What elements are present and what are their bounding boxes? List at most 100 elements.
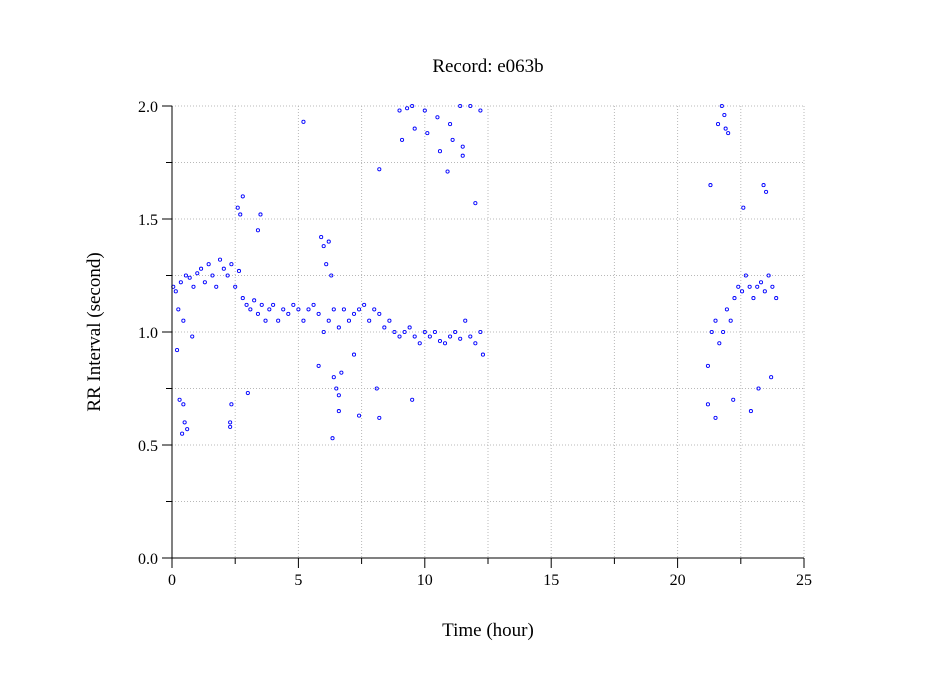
data-point [175,348,180,353]
data-point [713,415,718,420]
data-point [339,370,344,375]
data-point [301,318,306,323]
data-point [351,352,357,357]
data-point [460,153,465,158]
data-point [255,311,261,316]
data-point [407,325,412,330]
data-point [229,402,234,407]
data-point [412,334,417,339]
data-point [286,311,291,316]
data-point [723,126,728,131]
data-point [324,262,329,267]
data-point [336,393,341,398]
data-point [719,103,724,109]
data-point [437,338,443,344]
data-point [478,329,483,335]
data-point [248,307,253,312]
x-axis-label: Time (hour) [442,620,534,641]
data-point [717,341,722,346]
data-point [329,273,334,278]
data-point [751,296,756,301]
data-point [397,108,402,113]
data-point [341,307,346,312]
data-point [191,284,196,289]
data-point [405,106,410,111]
data-point [387,318,392,323]
x-tick-label: 0 [168,572,176,589]
data-point [180,431,185,436]
x-tick-label: 20 [670,572,686,589]
data-point [372,307,377,312]
data-point [468,334,473,339]
data-point [185,427,190,432]
x-tick-label: 15 [543,572,559,589]
data-point [334,386,339,391]
data-point [397,334,402,339]
data-point [236,268,242,274]
data-point [178,280,183,285]
x-tick-label: 25 [796,572,812,589]
data-point [217,257,223,262]
data-point [709,329,714,335]
data-point [199,266,204,271]
data-point [291,302,296,307]
data-point [357,413,362,418]
data-point [221,266,226,271]
data-point [758,280,764,285]
data-point [708,183,713,188]
data-point [177,397,182,402]
data-point [187,275,192,280]
data-point [252,298,257,303]
data-point [722,112,727,118]
y-tick-label: 0.5 [138,438,158,455]
data-point [319,235,324,240]
data-point [301,119,306,124]
data-point [764,189,769,194]
data-point [412,126,417,131]
chart-title: Record: e063b [432,56,543,77]
data-point [382,325,387,330]
data-point [259,302,264,307]
data-point [732,296,737,301]
data-point [468,103,473,109]
data-point [377,167,382,172]
data-point [422,329,427,335]
data-point [422,108,427,113]
data-point [427,334,432,339]
data-point [448,334,453,339]
data-point [410,397,415,402]
y-tick-label: 0.0 [138,551,158,568]
data-point [229,262,234,267]
data-point [311,302,316,307]
data-point [267,307,272,312]
data-point [316,311,321,316]
y-tick-label: 2.0 [138,99,158,116]
data-point [724,307,729,312]
data-point [377,311,382,316]
data-point [296,307,301,312]
data-point [736,284,741,289]
data-point [181,402,186,407]
data-point [181,318,186,323]
data-point [762,289,767,294]
data-point [210,273,215,278]
data-point [458,103,463,109]
data-point [770,284,775,289]
data-point [346,318,352,323]
data-point [245,390,250,396]
data-point [326,318,331,323]
data-point [425,131,430,136]
data-point [228,420,233,425]
data-point [731,397,736,402]
data-point [316,363,321,368]
data-point [715,122,721,127]
data-point [774,296,779,301]
data-point [183,273,188,278]
data-point [755,284,760,289]
data-point [392,329,397,335]
data-point [473,341,478,346]
data-point [741,205,746,210]
data-points [171,103,779,441]
data-point [240,194,245,199]
